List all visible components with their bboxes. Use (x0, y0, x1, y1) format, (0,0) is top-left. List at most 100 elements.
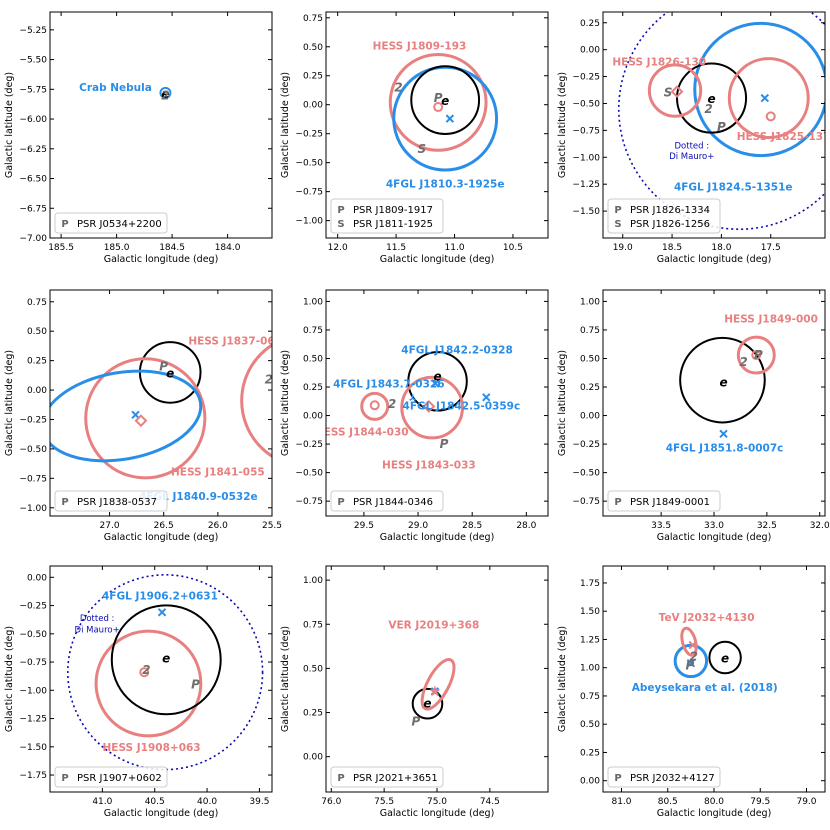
region-circle-0 (679, 336, 766, 424)
point-marker-P: P (440, 437, 449, 451)
region-circle-2 (360, 391, 390, 421)
source-label: HESS J1826-130 (612, 57, 706, 69)
diamond-marker (134, 414, 148, 428)
point-marker-2: 2 (704, 102, 712, 116)
plot-area: e2 Crab Nebula (79, 82, 172, 102)
x-marker (157, 608, 167, 617)
legend-box (607, 490, 721, 512)
point-marker-2: 2 (265, 372, 273, 386)
x-tick-label: 10.5 (503, 243, 523, 253)
point-marker-e: e (162, 652, 170, 666)
y-tick-label: 0.25 (303, 709, 323, 719)
source-label: VER J2019+368 (388, 619, 479, 631)
y-tick-label: 0.00 (27, 386, 47, 396)
axes-frame (49, 289, 273, 517)
region-circle-2 (110, 604, 222, 716)
y-tick-label: −6.75 (19, 204, 47, 214)
y-tick-label: 0.00 (303, 101, 323, 111)
x-tick-label: 28.0 (516, 521, 536, 531)
point-marker-P: P (686, 658, 695, 672)
x-tick-label: 19.0 (613, 243, 633, 253)
y-tick-label: −0.50 (295, 469, 323, 479)
point-marker-P: P (717, 120, 726, 134)
legend-symbol: P (337, 205, 344, 216)
point-marker-S: S (417, 142, 426, 156)
dotted-note: Dotted : (674, 141, 709, 151)
y-tick-label: −1.00 (295, 217, 323, 227)
y-axis-label: Galactic latitude (deg) (280, 350, 291, 456)
dotted-note: Di Mauro+ (75, 625, 120, 635)
region-circle-0 (708, 640, 742, 675)
y-tick-label: 0.25 (303, 72, 323, 82)
point-marker-2: 2 (388, 397, 396, 411)
y-axis-label: Galactic latitude (deg) (280, 626, 291, 732)
x-tick-label: 75.5 (374, 797, 394, 807)
legend-symbol: P (61, 219, 68, 230)
legend-entry: PSR J1826-1256 (630, 219, 710, 230)
legend-symbol: P (61, 497, 68, 508)
legend-entry: PSR J0534+2200 (77, 219, 162, 230)
point-marker-P: P (754, 348, 763, 362)
diamond-marker (670, 85, 684, 99)
x-marker (482, 393, 491, 402)
legend-box (607, 198, 721, 234)
x-tick-label: 26.5 (154, 521, 174, 531)
y-tick-label: −0.25 (295, 440, 323, 450)
y-tick-label: −5.50 (19, 56, 47, 66)
legend-entry: PSR J1809-1917 (353, 205, 433, 216)
point-marker-2: 2 (394, 80, 402, 94)
region-circle-0 (67, 574, 264, 771)
y-tick-label: 1.75 (580, 579, 600, 589)
y-tick-label: −0.75 (572, 497, 600, 507)
y-tick-label: 1.00 (303, 576, 323, 586)
point-marker-P: P (159, 360, 168, 374)
y-tick-label: 0.00 (303, 753, 323, 763)
region-circle-1 (84, 357, 207, 480)
y-axis-label: Galactic latitude (deg) (557, 350, 568, 456)
region-circle-0 (407, 351, 468, 412)
source-label: HESS J1837-069 (188, 336, 282, 348)
source-label: Abeysekara et al. (2018) (632, 682, 778, 694)
region-circle-2 (240, 343, 272, 458)
legend-symbol: P (337, 497, 344, 508)
source-label: 4FGL J1810.3-1925e (386, 179, 505, 191)
legend-entry: PSR J1849-0001 (630, 497, 710, 508)
point-marker-P: P (411, 714, 420, 728)
source-label: HESS J1841-055 (171, 466, 265, 478)
x-tick-label: 12.0 (328, 243, 348, 253)
x-marker (131, 410, 140, 419)
source-label: 4FGL J1906.2+0631 (102, 590, 218, 602)
region-ellipse-0 (680, 626, 698, 657)
y-tick-label: −1.25 (19, 715, 47, 725)
y-tick-label: −6.50 (19, 175, 47, 185)
x-axis-label: Galactic longitude (deg) (104, 254, 219, 265)
x-tick-label: 185.0 (104, 243, 130, 253)
region-circle-3 (647, 63, 703, 118)
y-tick-label: 1.25 (580, 635, 600, 645)
region-circle-1 (94, 629, 203, 738)
x-tick-label: 79.5 (750, 797, 770, 807)
x-axis-label: Galactic longitude (deg) (657, 808, 772, 819)
x-tick-label: 26.0 (208, 521, 228, 531)
source-label: HESS J1843-033 (382, 460, 476, 472)
legend-entry: PSR J1826-1334 (630, 205, 710, 216)
point-marker-P: P (434, 91, 443, 105)
axes-frame (602, 11, 826, 239)
y-tick-label: 0.00 (580, 777, 600, 787)
y-tick-label: −0.75 (572, 126, 600, 136)
circle-marker (765, 111, 776, 122)
y-tick-label: 0.75 (303, 620, 323, 630)
circle-marker (751, 350, 762, 361)
y-tick-label: 0.75 (580, 326, 600, 336)
point-marker-2: 2 (142, 663, 150, 677)
region-circle-0 (411, 687, 444, 720)
point-marker-e: e (161, 87, 169, 101)
region-circle-1 (392, 65, 499, 172)
legend-entry: PSR J1811-1925 (353, 219, 433, 230)
x-tick-label: 28.5 (462, 521, 482, 531)
source-label: 4FGL J1824.5-1351e (674, 181, 793, 193)
x-marker (688, 640, 697, 650)
region-ellipse-0 (420, 658, 456, 711)
